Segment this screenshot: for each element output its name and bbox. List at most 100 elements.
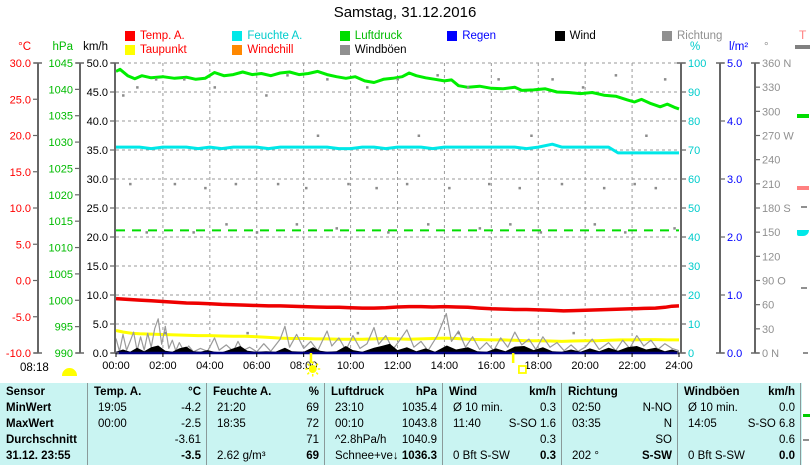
- svg-text:°C: °C: [18, 41, 31, 53]
- table-row-label: Durchschnitt: [6, 434, 77, 446]
- legend-swatch-icon: [232, 45, 243, 55]
- cell-value: -3.5: [181, 450, 201, 462]
- page-title: Samstag, 31.12.2016: [333, 4, 477, 21]
- svg-text:90: 90: [688, 87, 700, 99]
- svg-text:1005: 1005: [49, 269, 73, 281]
- svg-text:2.0: 2.0: [727, 232, 742, 244]
- cell-time: 21:20: [217, 402, 246, 414]
- svg-text:°: °: [764, 41, 769, 53]
- legend-swatch-icon: [339, 45, 350, 55]
- cell-time: 0 Bft S-SW: [688, 450, 745, 462]
- table-row-label: MinWert: [6, 402, 52, 414]
- sunrise-time: 08:18: [20, 362, 49, 374]
- svg-text:1.0: 1.0: [727, 290, 742, 302]
- cell-time: 0 Bft S-SW: [453, 450, 510, 462]
- cell-value: 1043.8: [401, 418, 437, 430]
- svg-text:60: 60: [688, 174, 700, 186]
- svg-text:20.0: 20.0: [87, 232, 108, 244]
- svg-text:990: 990: [55, 348, 73, 360]
- svg-text:270 W: 270 W: [762, 131, 794, 143]
- svg-text:1015: 1015: [49, 216, 73, 228]
- legend-label: Temp. A.: [140, 30, 185, 42]
- svg-text:0 N: 0 N: [762, 348, 779, 360]
- cell-value: 0.0: [779, 450, 795, 462]
- svg-text:180 S: 180 S: [762, 203, 791, 215]
- svg-text:04:00: 04:00: [196, 360, 224, 372]
- svg-text:l/m²: l/m²: [729, 41, 748, 53]
- cell-time: Ø 10 min.: [688, 402, 738, 414]
- svg-text:00:00: 00:00: [102, 360, 130, 372]
- svg-text:25.0: 25.0: [87, 203, 108, 215]
- svg-text:45.0: 45.0: [87, 87, 108, 99]
- sunset-icon: [518, 365, 527, 374]
- svg-text:02:00: 02:00: [149, 360, 177, 372]
- direction-axis: 360 N 330 300 270 W 240 210 180 S 150 120 90 O 60 3…: [751, 41, 794, 360]
- column-header: Luftdruck: [331, 386, 385, 398]
- column-header: Wind: [449, 386, 477, 398]
- cell-time: 00:10: [335, 418, 364, 430]
- wind-axis: 50.0 45.0 40.0 35.0 30.0 25.0 20.0 15.0 10.0 5.0 0…: [83, 41, 119, 360]
- series-richtung: [122, 74, 676, 335]
- table-separator: [87, 383, 88, 465]
- svg-text:80: 80: [688, 116, 700, 128]
- series-feuchte: [116, 142, 679, 155]
- cutoff-marker: [797, 114, 809, 118]
- svg-text:150: 150: [762, 227, 780, 239]
- legend-swatch-icon: [125, 45, 135, 55]
- sun-icon: [305, 361, 321, 377]
- cell-value: 0.3: [540, 450, 556, 462]
- cell-value: 72: [306, 418, 319, 430]
- cell-value: S-SO 1.6: [508, 418, 556, 430]
- cell-value: 0.3: [540, 434, 556, 446]
- sun-markers: [305, 353, 527, 377]
- column-header: Windböen: [684, 386, 740, 398]
- column-header: Richtung: [568, 386, 618, 398]
- sunrise-icon: [62, 368, 77, 376]
- legend-label: Richtung: [677, 30, 723, 42]
- svg-text:24:00: 24:00: [665, 360, 693, 372]
- svg-text:1025: 1025: [49, 163, 73, 175]
- column-unit: hPa: [415, 386, 437, 398]
- temp-axis: 30.0 25.0 20.0 15.0 10.0 5.0 0.0 -5.0 -10.0 °C: [6, 41, 42, 360]
- svg-text:5.0: 5.0: [93, 319, 108, 331]
- legend-label: Windböen: [354, 44, 407, 56]
- table-row-label: MaxWert: [6, 418, 54, 430]
- cell-time: 19:05: [98, 402, 127, 414]
- svg-text:20: 20: [688, 290, 700, 302]
- cutoff-marker: [801, 287, 807, 289]
- svg-text:1030: 1030: [49, 137, 73, 149]
- svg-text:10.0: 10.0: [10, 203, 31, 215]
- svg-text:995: 995: [55, 322, 73, 334]
- cell-time: Schnee+ve↓: [335, 450, 399, 462]
- legend-swatch-icon: [554, 31, 565, 41]
- svg-text:50: 50: [688, 203, 700, 215]
- svg-text:10: 10: [688, 319, 700, 331]
- svg-text:1035: 1035: [49, 111, 73, 123]
- svg-text:120: 120: [762, 251, 780, 263]
- cell-value: SO: [655, 434, 672, 446]
- svg-text:5.0: 5.0: [727, 58, 742, 70]
- legend-swatch-icon: [125, 31, 135, 41]
- svg-text:1000: 1000: [49, 295, 73, 307]
- cutoff-marker: [795, 45, 810, 49]
- svg-text:240: 240: [762, 155, 780, 167]
- svg-text:1040: 1040: [49, 84, 73, 96]
- svg-text:20:00: 20:00: [571, 360, 599, 372]
- column-header: Temp. A.: [94, 386, 142, 398]
- statistics-table: Sensor MinWert MaxWert Durchschnitt 31.12. 2…: [0, 383, 802, 465]
- cell-time: 11:40: [453, 418, 481, 430]
- cell-time: 02:50: [572, 402, 601, 414]
- cell-value: N-NO: [642, 402, 672, 414]
- cell-value: N: [663, 418, 672, 430]
- svg-text:0.0: 0.0: [93, 348, 108, 360]
- cell-time: 14:05: [688, 418, 717, 430]
- table-separator: [206, 383, 207, 465]
- series-taupunkt: [115, 329, 679, 343]
- cell-value: 1035.4: [401, 402, 437, 414]
- svg-text:1010: 1010: [49, 243, 73, 255]
- cell-value: 0.0: [779, 402, 795, 414]
- cell-time: 23:10: [335, 402, 364, 414]
- svg-text:5.0: 5.0: [16, 239, 31, 251]
- svg-text:18:00: 18:00: [524, 360, 552, 372]
